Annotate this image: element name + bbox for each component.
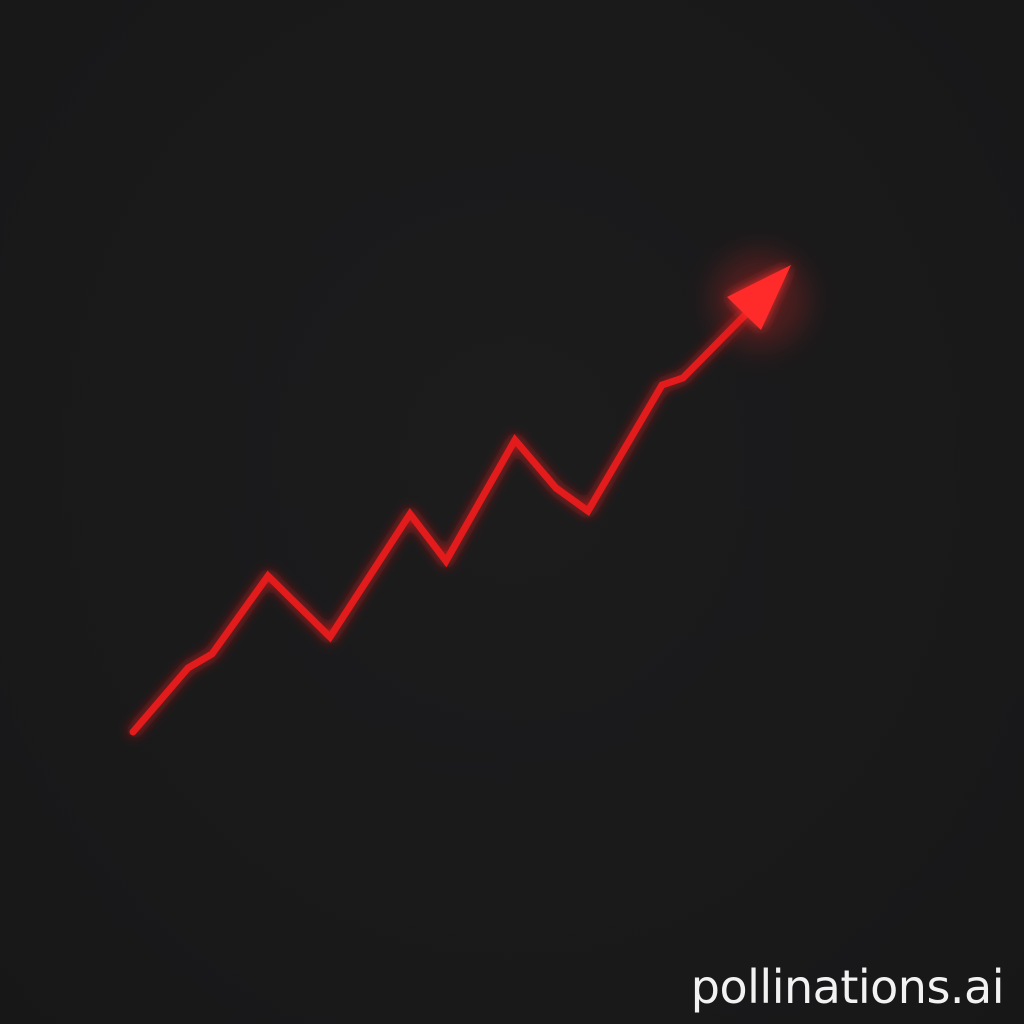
trend-line — [129, 311, 749, 736]
arrow-head — [727, 265, 791, 330]
watermark-text: pollinations.ai — [690, 960, 1005, 1014]
